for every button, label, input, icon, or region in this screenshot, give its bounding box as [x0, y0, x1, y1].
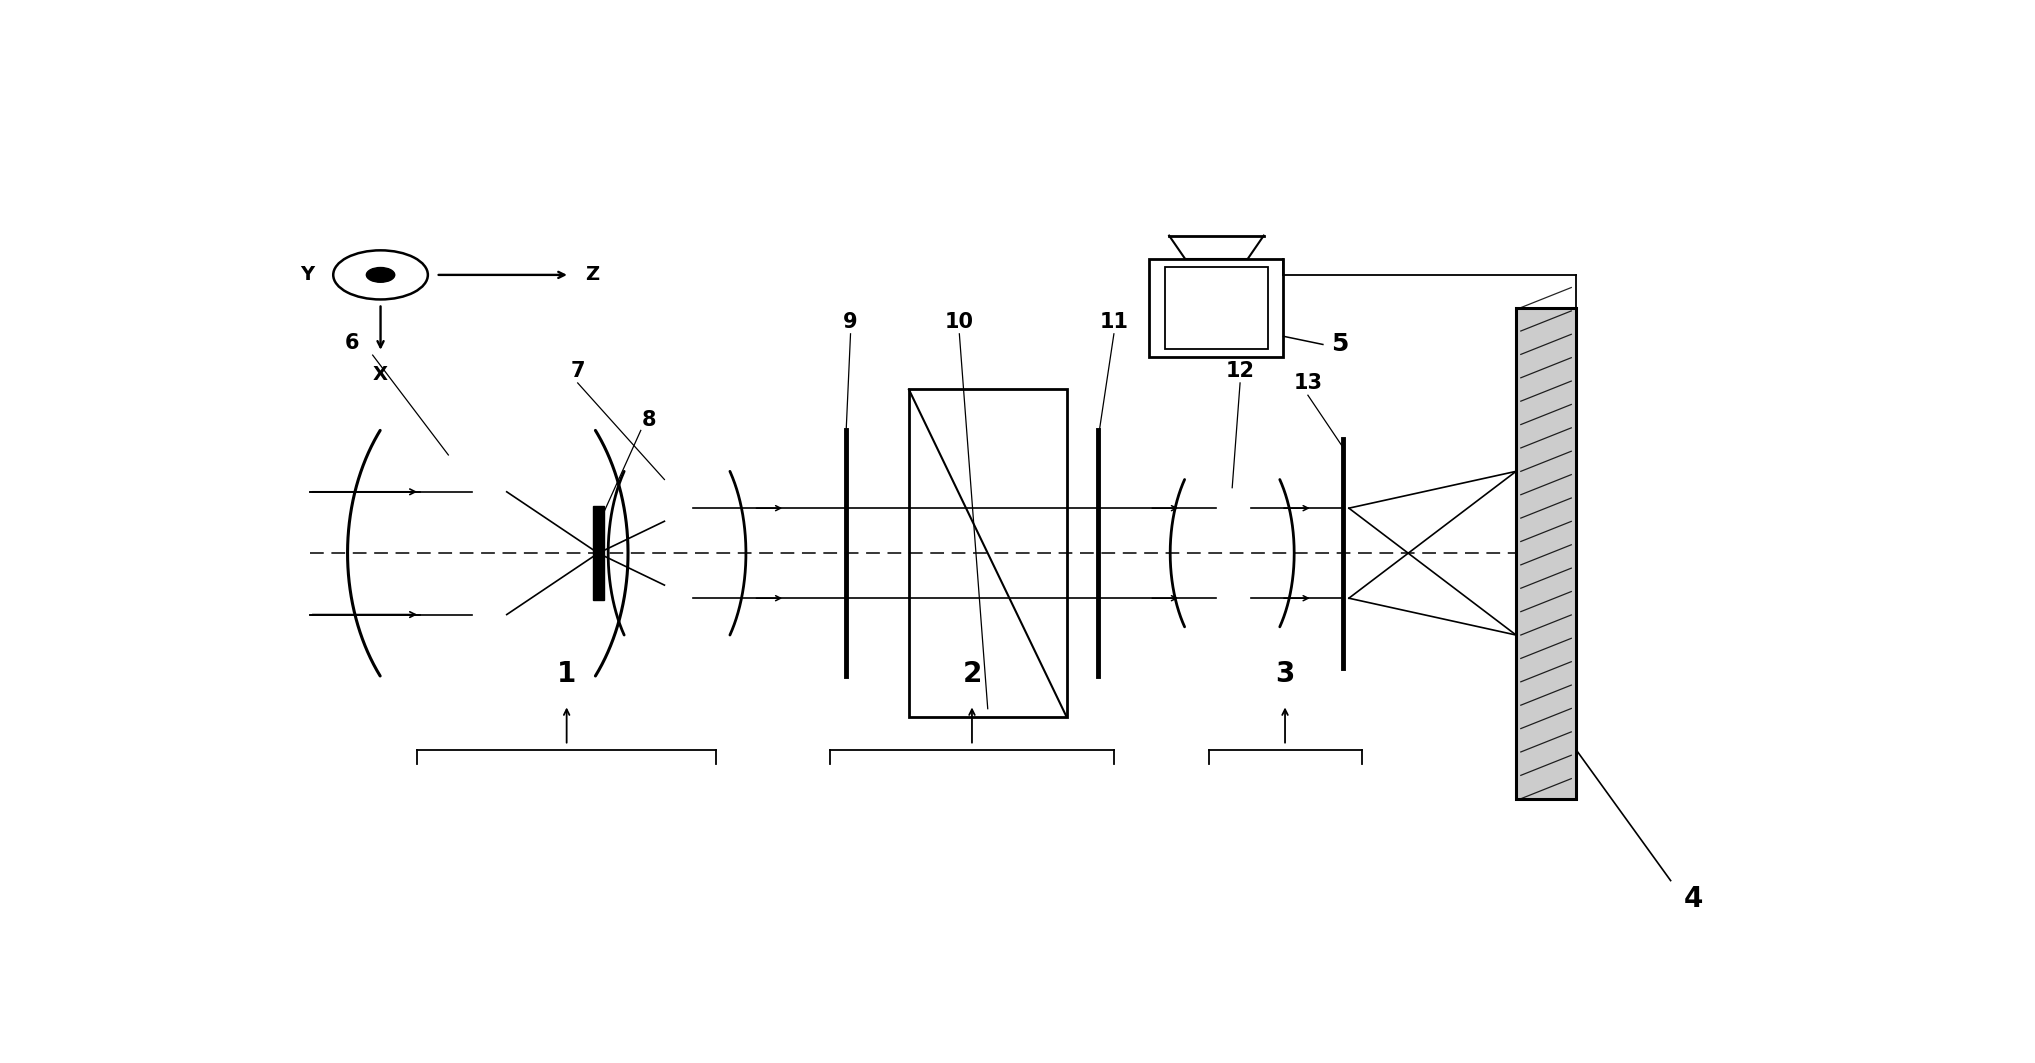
Bar	[1166, 267, 1268, 349]
Text: 9: 9	[842, 313, 859, 332]
Text: 6: 6	[344, 333, 360, 353]
Text: 10: 10	[944, 313, 975, 332]
Text: Z: Z	[586, 266, 600, 285]
Text: 7: 7	[570, 361, 584, 382]
Bar	[1516, 307, 1575, 798]
Text: 4: 4	[1683, 884, 1703, 913]
Text: 2: 2	[963, 660, 981, 688]
Text: 1: 1	[558, 660, 576, 688]
Text: X: X	[372, 365, 389, 384]
Bar	[1150, 258, 1284, 357]
Text: 11: 11	[1099, 313, 1129, 332]
Text: 8: 8	[641, 410, 655, 431]
Text: Y: Y	[301, 266, 313, 285]
Text: 12: 12	[1225, 361, 1256, 382]
Text: 13: 13	[1294, 373, 1323, 393]
Bar	[910, 389, 1066, 716]
Circle shape	[366, 268, 395, 283]
Text: 3: 3	[1276, 660, 1294, 688]
Bar	[592, 506, 604, 601]
Text: 5: 5	[1331, 333, 1347, 356]
